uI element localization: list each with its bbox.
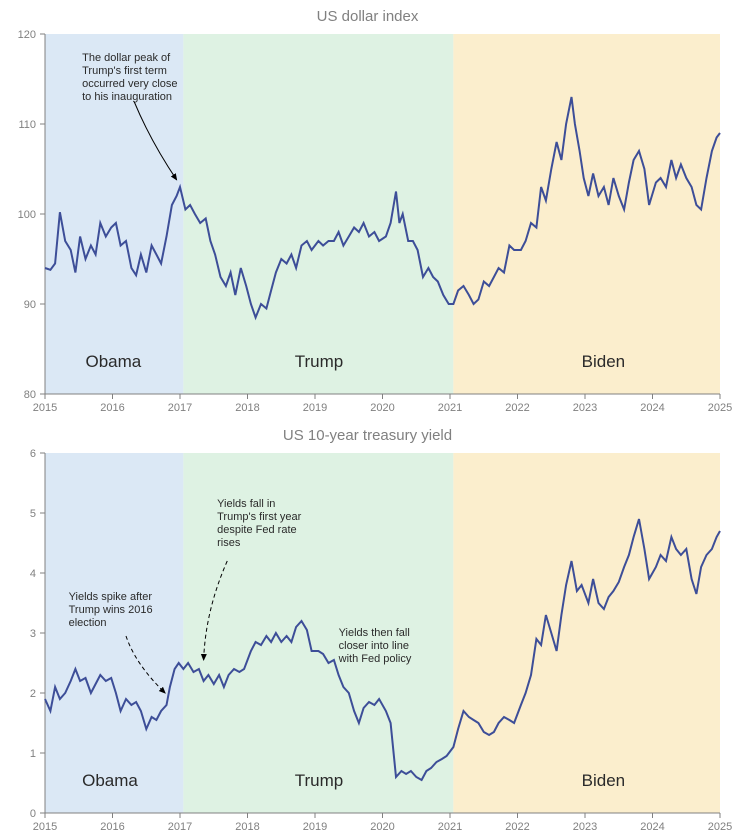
annotation-text: Yields fall in [217, 498, 275, 510]
x-tick-label: 2015 [33, 402, 57, 414]
annotation-text: Yields spike after [69, 591, 153, 603]
annotation-text: with Fed policy [338, 653, 412, 665]
chart-plot: 0 1 2 3 4 5 6 2015 2016 2017 2018 2019 2020 2021 2022 2… [0, 448, 735, 838]
annotation-text: Trump's first year [217, 511, 302, 523]
annotation-text: closer into line [339, 640, 409, 652]
annotation-text: Yields then fall [339, 627, 410, 639]
period-bg [453, 34, 720, 394]
annotation-text: rises [217, 537, 241, 549]
y-tick-label: 4 [30, 568, 36, 580]
x-tick-label: 2015 [33, 821, 57, 833]
x-tick-label: 2018 [235, 402, 259, 414]
annotation-text: occurred very close [82, 78, 177, 90]
annotation-text: The dollar peak of [82, 52, 171, 64]
y-tick-label: 5 [30, 508, 36, 520]
x-tick-label: 2020 [370, 402, 394, 414]
x-tick-label: 2016 [100, 402, 124, 414]
x-tick-label: 2022 [505, 402, 529, 414]
chart-title: US 10-year treasury yield [0, 427, 735, 444]
x-tick-label: 2024 [640, 821, 664, 833]
y-tick-label: 100 [18, 209, 36, 221]
x-tick-label: 2022 [505, 821, 529, 833]
y-tick-label: 6 [30, 448, 36, 460]
period-bg [45, 453, 183, 813]
charts-list: US dollar index8090100110120201520162017… [0, 8, 735, 838]
chart-plot: 80 90 100 110 120 2015 2016 2017 2018 2019 2020 202… [0, 29, 735, 419]
chart-wrapper: US dollar index 80 90 100 110 120 2015 2016 2017… [0, 8, 735, 419]
x-tick-label: 2021 [438, 402, 462, 414]
y-tick-label: 80 [24, 389, 36, 401]
x-tick-label: 2023 [573, 402, 597, 414]
x-tick-label: 2021 [438, 821, 462, 833]
annotation-text: to his inauguration [82, 91, 172, 103]
period-label: Trump [295, 771, 344, 790]
y-tick-label: 90 [24, 299, 36, 311]
x-tick-label: 2020 [370, 821, 394, 833]
x-tick-label: 2018 [235, 821, 259, 833]
chart-yield: 0 1 2 3 4 5 6 2015 2016 2017 2018 2019 2020 2021 2022 2… [0, 448, 735, 838]
period-label: Obama [82, 771, 138, 790]
y-tick-label: 3 [30, 628, 36, 640]
period-label: Obama [86, 352, 142, 371]
y-tick-label: 1 [30, 748, 36, 760]
annotation-text: election [69, 617, 107, 629]
x-tick-label: 2023 [573, 821, 597, 833]
x-tick-label: 2017 [168, 821, 192, 833]
annotation-text: Trump wins 2016 [69, 604, 153, 616]
period-label: Trump [295, 352, 344, 371]
x-tick-label: 2016 [100, 821, 124, 833]
period-label: Biden [582, 771, 625, 790]
x-tick-label: 2019 [303, 821, 327, 833]
x-tick-label: 2025 [708, 402, 732, 414]
x-tick-label: 2025 [708, 821, 732, 833]
y-tick-label: 2 [30, 688, 36, 700]
x-tick-label: 2017 [168, 402, 192, 414]
annotation-text: Trump's first term [82, 65, 167, 77]
y-tick-label: 0 [30, 808, 36, 820]
chart-dollar: 80 90 100 110 120 2015 2016 2017 2018 2019 2020 202… [0, 29, 735, 419]
y-tick-label: 110 [18, 119, 36, 131]
annotation-text: despite Fed rate [217, 524, 297, 536]
period-label: Biden [582, 352, 625, 371]
x-tick-label: 2019 [303, 402, 327, 414]
period-bg [453, 453, 720, 813]
period-bg [183, 34, 453, 394]
chart-title: US dollar index [0, 8, 735, 25]
charts-root: US dollar index8090100110120201520162017… [0, 8, 735, 838]
y-tick-label: 120 [18, 29, 36, 41]
x-tick-label: 2024 [640, 402, 664, 414]
chart-wrapper: US 10-year treasury yield 0 1 2 3 4 5 6 2015 2016… [0, 427, 735, 838]
